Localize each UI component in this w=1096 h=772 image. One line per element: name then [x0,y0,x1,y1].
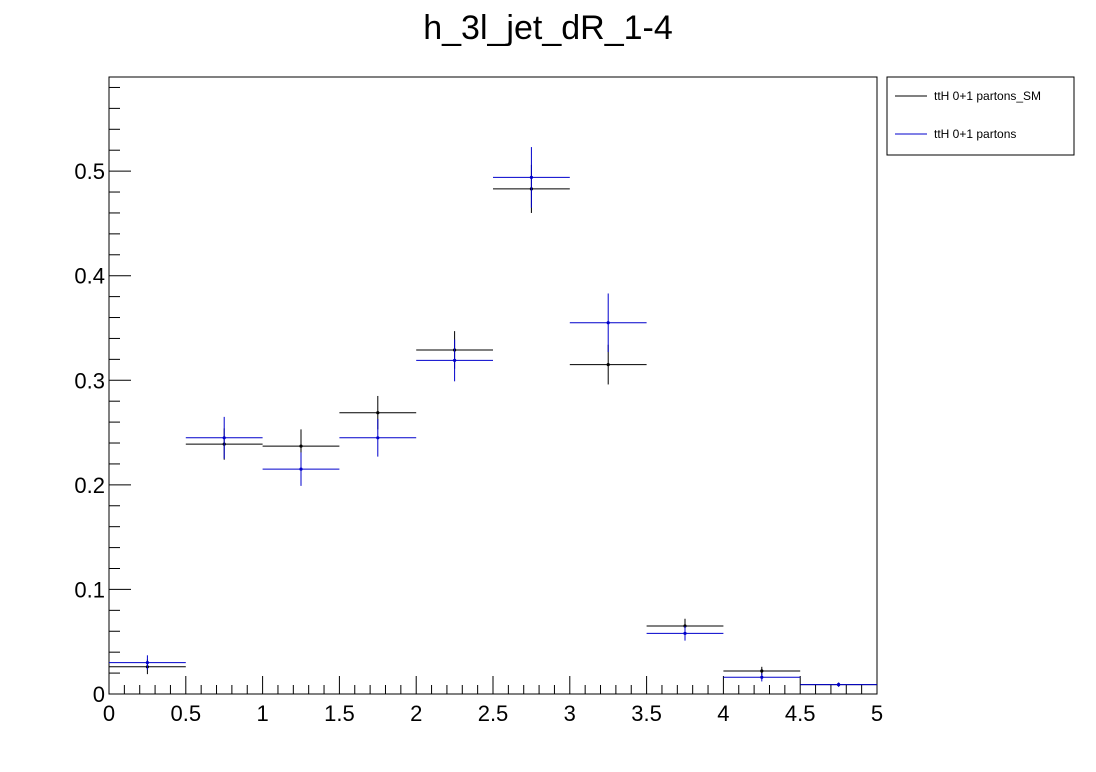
x-tick-label: 2 [410,701,422,726]
data-point [299,467,303,471]
data-point [222,436,226,440]
data-point [606,362,610,367]
y-tick-label: 0.5 [74,159,105,184]
x-tick-label: 1 [256,701,268,726]
legend: ttH 0+1 partons_SM ttH 0+1 partons [886,76,1075,156]
data-point [837,682,841,687]
y-tick-label: 0 [93,682,105,707]
data-point [299,444,303,448]
data-point [760,675,764,679]
y-tick-label: 0.3 [74,368,105,393]
data-point [606,321,610,325]
x-tick-label: 5 [871,701,883,726]
data-point [376,436,380,440]
data-point [453,358,457,363]
data-point [683,631,687,635]
chart-title: h_3l_jet_dR_1-4 [423,9,673,47]
legend-items: ttH 0+1 partons_SM ttH 0+1 partons [895,89,1041,141]
y-tick-label: 0.1 [74,577,105,602]
x-tick-label: 1.5 [324,701,355,726]
x-tick-label: 4.5 [785,701,816,726]
y-tick-label: 0.2 [74,473,105,498]
data-point [529,175,534,179]
legend-box [886,76,1075,156]
series-layer [109,147,877,687]
y-tick-label: 0.4 [74,264,105,289]
x-tick-label: 4 [717,701,729,726]
x-tick-label: 3 [564,701,576,726]
legend-label: ttH 0+1 partons_SM [934,89,1041,103]
x-tick-label: 0 [103,701,115,726]
x-tick-label: 0.5 [171,701,202,726]
data-point [145,661,149,665]
data-point [760,669,764,673]
x-tick-label: 2.5 [478,701,509,726]
data-point [376,411,380,415]
series-group [109,147,877,687]
x-tick-label: 3.5 [631,701,662,726]
legend-label: ttH 0+1 partons [934,127,1016,141]
axes-layer: 0 0.5 1 1.5 2 2.5 3 3.5 4 4.5 5 0 0.1 0.2 0.3 0.4 0.5 [74,86,883,726]
plot-frame [108,76,878,695]
